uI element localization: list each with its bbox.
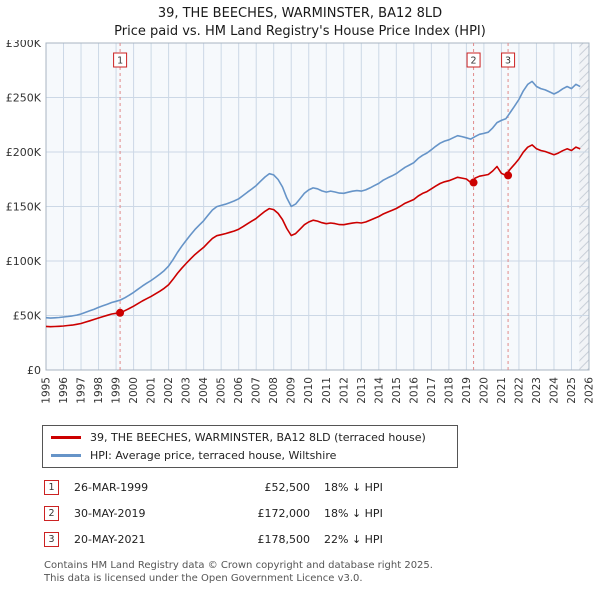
x-axis-tick-label: 2023 (531, 377, 543, 404)
price-paid-line (45, 144, 581, 328)
x-axis-tick-label: 2010 (303, 377, 315, 404)
sale-point-dot (469, 178, 478, 187)
sale-marker-box (501, 52, 516, 68)
x-axis-tick-label: 2000 (128, 377, 140, 404)
x-axis-tick-label: 2007 (251, 377, 263, 404)
x-axis-tick-label: 2013 (356, 377, 368, 404)
y-axis-tick-label: £0 (27, 364, 41, 377)
y-axis-tick-label: £50K (13, 310, 42, 323)
transaction-price: £172,000 (257, 507, 311, 520)
transaction-date: 30-MAY-2019 (74, 507, 146, 520)
transaction-date: 26-MAR-1999 (74, 481, 149, 494)
sale-point-dot (504, 171, 513, 180)
x-axis-tick-label: 2011 (321, 377, 333, 404)
transaction-hpi-delta: 22% ↓ HPI (324, 533, 383, 546)
x-axis-tick-label: 2022 (513, 377, 525, 404)
hpi-line (45, 80, 581, 319)
x-axis-tick-label: 2014 (373, 377, 385, 404)
y-axis-tick-label: £300K (6, 40, 42, 50)
x-axis-tick-label: 2020 (478, 377, 490, 404)
x-axis-tick-label: 2003 (181, 377, 193, 404)
sale-marker-box (113, 52, 128, 68)
x-axis-tick-label: 2005 (216, 377, 228, 404)
sale-marker-number: 2 (471, 56, 477, 67)
y-axis-tick-label: £250K (6, 92, 42, 105)
x-axis-tick-label: 2026 (584, 377, 596, 404)
x-axis-tick-label: 2024 (548, 377, 560, 404)
chart-header: 39, THE BEECHES, WARMINSTER, BA12 8LD Pr… (0, 0, 600, 39)
footer-licence: This data is licensed under the Open Gov… (44, 573, 363, 584)
x-axis-tick-label: 2021 (496, 377, 508, 404)
x-axis-tick-label: 2012 (338, 377, 350, 404)
x-axis-tick-label: 2004 (198, 377, 210, 404)
transaction-price: £178,500 (257, 533, 311, 546)
legend-label: 39, THE BEECHES, WARMINSTER, BA12 8LD (t… (90, 431, 426, 444)
x-axis-tick-label: 2009 (286, 377, 298, 404)
transaction-price: £52,500 (264, 481, 311, 494)
y-axis-tick-label: £150K (6, 201, 42, 214)
x-axis-tick-label: 2006 (233, 377, 245, 404)
legend-box: 39, THE BEECHES, WARMINSTER, BA12 8LD (t… (42, 425, 458, 468)
legend-line-swatch (51, 436, 81, 439)
transactions-table: 1 26-MAR-1999 £52,500 18% ↓ HPI 2 30-MAY-2019… (44, 480, 600, 547)
page-title: 39, THE BEECHES, WARMINSTER, BA12 8LD (157, 6, 443, 21)
transaction-date: 20-MAY-2021 (74, 533, 146, 546)
x-axis-tick-label: 2025 (566, 377, 578, 404)
x-axis-tick-label: 2008 (268, 377, 280, 404)
plot-border (45, 42, 590, 371)
x-axis-tick-label: 1995 (41, 377, 53, 404)
legend-item: 39, THE BEECHES, WARMINSTER, BA12 8LD (t… (51, 431, 449, 444)
sale-point-dot (116, 308, 125, 317)
legend-label: HPI: Average price, terraced house, Wilt… (90, 449, 337, 462)
x-axis-tick-label: 2017 (426, 377, 438, 404)
sale-marker-box (466, 52, 481, 68)
transaction-number-badge: 1 (44, 480, 59, 495)
y-axis-tick-label: £100K (6, 255, 42, 268)
legend-item: HPI: Average price, terraced house, Wilt… (51, 449, 449, 462)
x-axis-tick-label: 2016 (408, 377, 420, 404)
x-axis-tick-label: 2019 (461, 377, 473, 404)
footer: Contains HM Land Registry data © Crown c… (44, 559, 600, 585)
x-axis-tick-label: 1998 (93, 377, 105, 404)
price-history-chart: 1995 1996 1997 1998 1999 2000 2001 2002 2003 2004… (6, 40, 596, 404)
footer-copyright: Contains HM Land Registry data © Crown c… (44, 560, 433, 571)
transaction-number-badge: 2 (44, 506, 59, 521)
x-axis-tick-label: 2015 (391, 377, 403, 404)
page-subtitle: Price paid vs. HM Land Registry's House … (114, 24, 486, 39)
y-axis-tick-label: £200K (6, 146, 42, 159)
x-axis-tick-label: 2001 (146, 377, 158, 404)
sale-marker-number: 3 (505, 56, 511, 67)
x-axis-tick-label: 1996 (58, 377, 70, 404)
transaction-hpi-delta: 18% ↓ HPI (324, 507, 383, 520)
x-axis-tick-label: 1999 (111, 377, 123, 404)
legend-line-swatch (51, 454, 81, 457)
x-axis-tick-label: 2018 (443, 377, 455, 404)
transaction-number-badge: 3 (44, 532, 59, 547)
x-axis-tick-label: 2002 (163, 377, 175, 404)
transaction-hpi-delta: 18% ↓ HPI (324, 481, 383, 494)
sale-marker-number: 1 (117, 56, 123, 67)
x-axis-tick-label: 1997 (76, 377, 88, 404)
